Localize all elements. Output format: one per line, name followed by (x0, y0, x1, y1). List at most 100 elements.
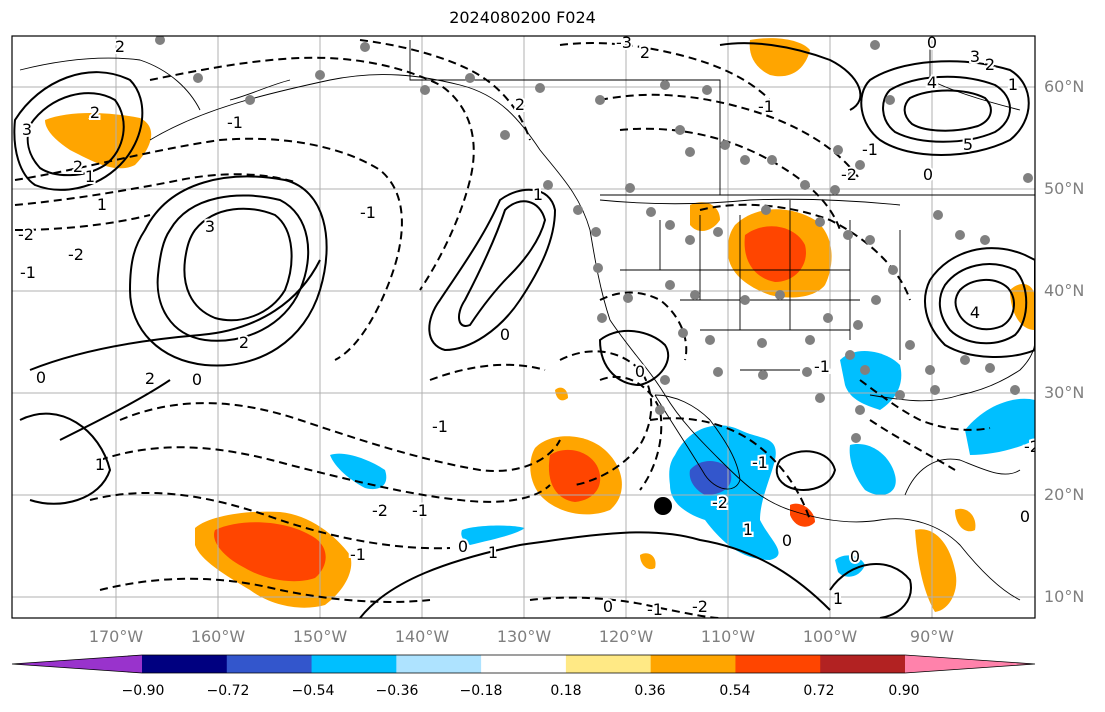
contour-label: -3 (616, 33, 632, 52)
contour-label: 0 (635, 362, 645, 381)
contour-label: 4 (927, 73, 937, 92)
colorbar-segment (226, 655, 313, 673)
colorbar-segment (311, 655, 397, 673)
colorbar-segment (735, 655, 821, 673)
contour-label: 4 (970, 303, 980, 322)
shade-region-central-america (915, 529, 957, 612)
contour-dashed-south (99, 577, 431, 603)
colorbar-tick-label: −0.72 (206, 683, 250, 699)
contour-high-pacific-4 (29, 259, 321, 441)
lon-label: 90°W (909, 627, 955, 646)
solid-contours (13, 42, 1035, 618)
contour-dashed-east-pacific-2 (599, 375, 663, 491)
shade-region-northern-rockies (690, 202, 720, 232)
contour-arctic (719, 42, 862, 111)
contour-label: 1 (533, 185, 543, 204)
contour-hudson-1 (860, 60, 1030, 156)
contour-label: 1 (743, 520, 753, 539)
shade-region-gulf-coast (965, 398, 1035, 455)
contour-dashed-southwest (599, 291, 688, 361)
shade-region-caribbean (955, 508, 976, 532)
contour-label: 2 (73, 157, 83, 176)
contour-dashed-aleutians (149, 56, 475, 291)
contour-dashed-north-pacific-3 (14, 214, 151, 231)
contour-dashed-central-2 (99, 446, 551, 503)
contour-label: -1 (20, 263, 36, 282)
contour-central-america (829, 563, 912, 618)
contour-label: 2 (640, 43, 650, 62)
contour-label: 0 (850, 547, 860, 566)
contour-label: 0 (1020, 507, 1030, 526)
contour-label: 2 (239, 333, 249, 352)
contour-label: 0 (782, 531, 792, 550)
contour-label: -1 (350, 545, 366, 564)
contour-labels: 2 3 1 2 2 1 -2 2 3 -2 -1 0 1 2 -1 0 1 2 … (16, 33, 1035, 618)
colorbar-segment (650, 655, 736, 673)
colorbar-tick-label: −0.36 (375, 683, 419, 699)
shade-region-great-lakes (1010, 284, 1035, 330)
colorbar-tick-label: −0.18 (459, 683, 503, 699)
lon-label: 130°W (496, 627, 552, 646)
contour-northeast-3 (954, 279, 1015, 331)
colorbar-segment (142, 655, 228, 673)
contour-label: -1 (227, 113, 243, 132)
contour-label: 1 (85, 167, 95, 186)
contour-label: 2 (115, 37, 125, 56)
contour-label: 2 (145, 369, 155, 388)
lon-label: 160°W (190, 627, 246, 646)
lon-label: 120°W (598, 627, 654, 646)
contour-label: 3 (205, 217, 215, 236)
contour-label: -1 (814, 357, 830, 376)
contour-label: -2 (712, 493, 728, 512)
contour-label: 2 (515, 95, 525, 114)
contour-label: 5 (963, 135, 973, 154)
colorbar-tick-label: 0.18 (550, 683, 582, 699)
contour-south-pacific (359, 531, 831, 618)
contour-northeast-1 (924, 247, 1035, 358)
contour-high-pacific-2 (156, 194, 310, 342)
contour-dashed-southeast (859, 379, 991, 431)
lat-label: 20°N (1044, 485, 1085, 504)
contour-label: -1 (412, 501, 428, 520)
contour-northeast-2 (938, 263, 1028, 345)
shade-region-pacific-small (330, 453, 387, 490)
colorbar-segment (481, 655, 567, 673)
shade-region-pacific-sliver (461, 525, 525, 545)
contour-pacific-ridge (19, 412, 112, 505)
contour-label: -2 (841, 165, 857, 184)
contour-dashed-mexico (649, 417, 811, 521)
contour-east-pacific-1 (428, 188, 557, 352)
contour-dashed-central-pacific (429, 363, 546, 381)
contour-hudson-3 (903, 89, 992, 132)
contour-hudson-2 (882, 75, 1011, 143)
shade-region-far-south (640, 553, 656, 570)
lat-label: 30°N (1044, 383, 1085, 402)
colorbar-tick-label: 0.72 (803, 683, 835, 699)
contour-label: 1 (488, 543, 498, 562)
location-marker (654, 497, 672, 515)
shade-region-hudson-bay (749, 38, 810, 77)
contour-label: 0 (927, 33, 937, 52)
contour-dashed-east-pacific-1 (559, 350, 653, 486)
shade-region-gulf-of-california-core (689, 461, 732, 495)
colorbar-segment (12, 655, 142, 673)
shade-region-eastern-pacific (835, 555, 865, 577)
contour-label: 1 (97, 195, 107, 214)
shade-region-central-mexico (849, 444, 896, 495)
contour-label: -2 (372, 501, 388, 520)
dashed-contours (14, 39, 991, 618)
lat-label: 10°N (1044, 587, 1085, 606)
colorbar-tick-label: −0.54 (291, 683, 335, 699)
colorbar (11, 654, 1036, 674)
colorbar-segment (820, 655, 906, 673)
coastlines (19, 40, 1035, 601)
contour-dashed-plains-2 (619, 127, 841, 231)
contour-label: -2 (692, 597, 708, 616)
contour-label: 0 (603, 597, 613, 616)
colorbar-tick-label: −0.90 (121, 683, 165, 699)
contour-label: -1 (758, 97, 774, 116)
contour-label: 2 (985, 55, 995, 74)
colorbar-tick-label: 0.90 (888, 683, 920, 699)
contour-label: 1 (95, 455, 105, 474)
lon-label: 170°W (88, 627, 144, 646)
